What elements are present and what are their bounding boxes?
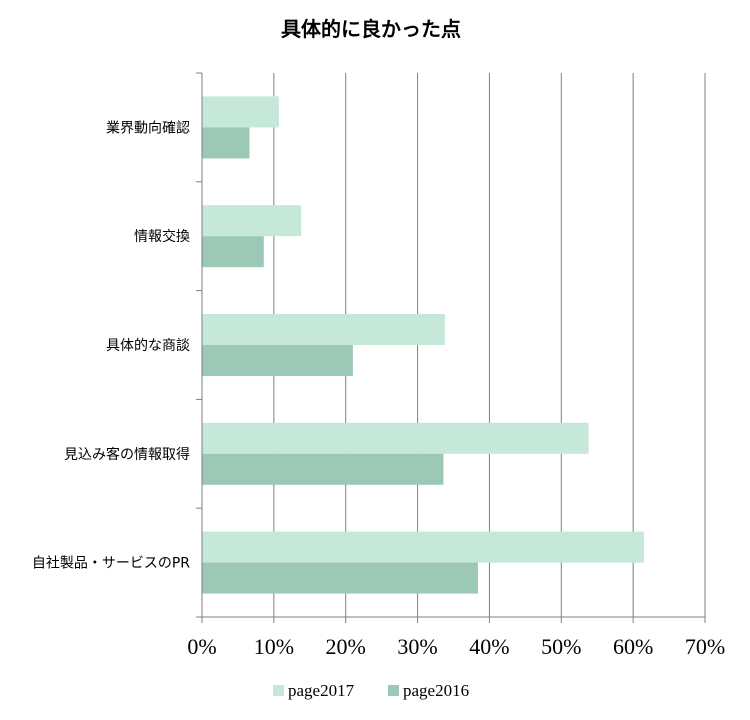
x-tick-label: 30% bbox=[397, 634, 437, 659]
axes bbox=[196, 72, 706, 623]
bar-page2017 bbox=[202, 313, 445, 345]
x-tick-label: 70% bbox=[685, 634, 725, 659]
legend-swatch-page2016 bbox=[388, 685, 399, 696]
x-tick-label: 40% bbox=[469, 634, 509, 659]
x-tick-labels: 0% 10% 20% 30% 40% 50% 60% 70% bbox=[187, 634, 725, 659]
x-tick-label: 0% bbox=[187, 634, 216, 659]
bar-page2016 bbox=[202, 562, 478, 594]
bar-page2017 bbox=[202, 422, 589, 454]
category-label: 具体的な商談 bbox=[106, 338, 190, 354]
bar-page2016 bbox=[202, 345, 353, 377]
bar-page2016 bbox=[202, 453, 444, 485]
x-tick-label: 60% bbox=[613, 634, 653, 659]
category-label: 見込み客の情報取得 bbox=[64, 446, 190, 463]
legend-label-page2017: page2017 bbox=[288, 681, 355, 700]
legend: page2017 page2016 bbox=[273, 681, 469, 700]
legend-label-page2016: page2016 bbox=[403, 681, 469, 700]
bar-page2017 bbox=[202, 205, 302, 237]
bar-page2017 bbox=[202, 531, 644, 563]
x-tick-label: 10% bbox=[254, 634, 294, 659]
x-tick-label: 50% bbox=[541, 634, 581, 659]
category-label: 情報交換 bbox=[134, 228, 190, 245]
bars bbox=[202, 96, 644, 594]
category-label: 自社製品・サービスのPR bbox=[32, 556, 190, 572]
bar-page2016 bbox=[202, 236, 264, 268]
chart-title: 具体的に良かった点 bbox=[281, 17, 461, 41]
legend-swatch-page2017 bbox=[273, 685, 284, 696]
bar-page2016 bbox=[202, 127, 250, 159]
bar-page2017 bbox=[202, 96, 279, 128]
x-tick-label: 20% bbox=[326, 634, 366, 659]
category-label: 業界動向確認 bbox=[106, 120, 190, 136]
